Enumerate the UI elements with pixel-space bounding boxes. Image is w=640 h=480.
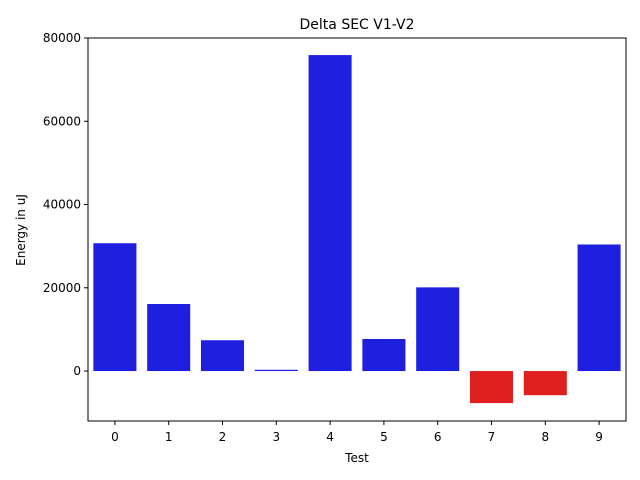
plot-frame <box>87 37 627 422</box>
y-tick-label: 0 <box>73 364 81 378</box>
bar-5 <box>362 338 406 372</box>
y-ticks-group: 0 20000 40000 60000 80000 <box>43 31 88 378</box>
x-tick-label: 2 <box>219 430 227 444</box>
chart-title: Delta SEC V1-V2 <box>300 17 415 33</box>
x-ticks-group: 0 1 2 3 4 5 6 7 8 9 <box>111 421 603 444</box>
y-tick-label: 20000 <box>43 281 81 295</box>
bar-8 <box>523 371 567 396</box>
x-tick-label: 5 <box>380 430 388 444</box>
x-tick-label: 8 <box>541 430 549 444</box>
y-axis-label: Energy in uJ <box>14 194 28 266</box>
bar-1 <box>147 304 191 372</box>
x-tick-label: 9 <box>595 430 603 444</box>
x-axis-label: Test <box>344 451 369 465</box>
bar-3 <box>254 369 298 372</box>
bar-7 <box>469 371 514 404</box>
bar-6 <box>416 287 460 372</box>
bar-2 <box>200 340 245 372</box>
x-tick-label: 7 <box>488 430 496 444</box>
bar-9 <box>577 244 621 372</box>
x-tick-label: 0 <box>111 430 119 444</box>
bar-0 <box>93 243 137 372</box>
bar-4 <box>308 55 352 372</box>
y-tick-label: 40000 <box>43 198 81 212</box>
x-tick-label: 4 <box>326 430 334 444</box>
x-tick-label: 3 <box>272 430 280 444</box>
x-tick-label: 6 <box>434 430 442 444</box>
bars-group <box>93 55 621 404</box>
y-tick-label: 60000 <box>43 114 81 128</box>
x-tick-label: 1 <box>165 430 173 444</box>
y-tick-label: 80000 <box>43 31 81 45</box>
